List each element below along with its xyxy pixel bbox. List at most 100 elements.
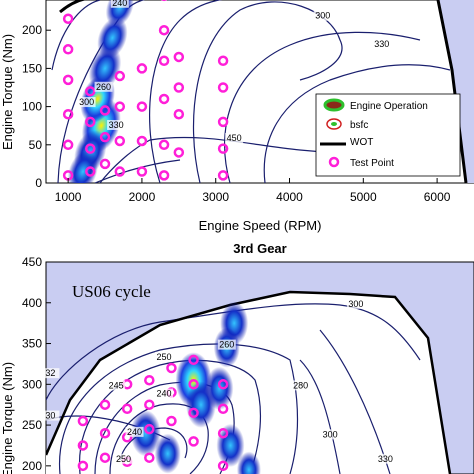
test-point-marker xyxy=(114,70,126,82)
test-point-marker xyxy=(62,13,74,24)
legend-label: WOT xyxy=(350,137,373,148)
contour-label-bg xyxy=(107,380,126,391)
contour-label-bg xyxy=(155,351,174,362)
test-point-marker xyxy=(99,105,111,116)
test-point-marker xyxy=(77,415,89,427)
contour-label-bg xyxy=(321,429,340,440)
test-point-marker xyxy=(99,427,111,439)
test-point-marker xyxy=(85,143,96,154)
test-point-marker xyxy=(217,143,229,154)
contour-label-bg xyxy=(346,298,365,309)
cycle-annotation: US06 cycle xyxy=(72,282,151,301)
contour-label: 330 xyxy=(374,39,389,49)
test-point-marker xyxy=(166,415,177,427)
legend-label: Test Point xyxy=(350,158,394,169)
test-point-marker xyxy=(114,166,126,177)
contour-label-bg xyxy=(110,0,129,8)
legend-item-wot: WOT xyxy=(320,137,373,148)
contour-label-bg xyxy=(313,10,332,21)
test-point-marker xyxy=(173,82,185,93)
test-point-marker xyxy=(99,131,111,143)
y-tick-label: 400 xyxy=(22,296,42,310)
contour-label: 260 xyxy=(219,340,234,350)
wot-curve xyxy=(46,290,452,474)
contour-label: 260 xyxy=(96,82,111,92)
contour-label: 240 xyxy=(157,389,172,399)
test-point-marker xyxy=(217,55,229,67)
y-tick-label: 150 xyxy=(22,61,42,75)
test-point-marker xyxy=(136,166,148,177)
test-point-marker xyxy=(99,158,111,170)
test-point-marker xyxy=(217,170,229,181)
contour-label-bg xyxy=(94,81,113,92)
chart-title: 3rd Gear xyxy=(233,241,286,256)
operation-density-blob xyxy=(216,423,245,468)
legend-label: bsfc xyxy=(350,120,368,131)
y-tick-label: 450 xyxy=(22,255,42,269)
contour-label: 300 xyxy=(315,11,330,21)
x-tick-label: 6000 xyxy=(424,190,451,204)
contour-label: 280 xyxy=(293,380,308,390)
contour-label-bg xyxy=(376,453,395,464)
y-tick-label: 250 xyxy=(22,418,42,432)
test-point-marker xyxy=(144,452,155,463)
x-tick-label: 4000 xyxy=(276,190,303,204)
test-point-marker xyxy=(136,63,148,74)
test-point-marker xyxy=(188,407,199,419)
contour-label: 330 xyxy=(378,454,393,464)
test-point-marker xyxy=(217,403,229,415)
test-point-marker xyxy=(217,460,229,472)
y-tick-label: 200 xyxy=(22,459,42,473)
x-axis-ticks: 1000 2000 3000 4000 5000 6000 xyxy=(55,178,451,204)
y-axis-ticks: 050100150200250 xyxy=(22,23,51,190)
contour-label-bg xyxy=(114,453,133,464)
contour-label: 450 xyxy=(227,133,242,143)
test-point-marker xyxy=(188,354,199,366)
contour-label: 245 xyxy=(109,380,124,390)
contour-label: 32 xyxy=(45,368,55,378)
test-point-marker xyxy=(121,403,133,415)
contour-label: 300 xyxy=(323,429,338,439)
operation-density-blob xyxy=(154,433,181,474)
contour-labels: 300 260 250 280 245 240 240 250 300 330 32 30 xyxy=(41,298,395,464)
test-point-marker xyxy=(114,101,126,112)
contour-label: 300 xyxy=(348,299,363,309)
y-tick-label: 0 xyxy=(35,176,42,190)
test-point-marker xyxy=(62,139,74,151)
green-ellipse-icon xyxy=(323,98,345,112)
test-points xyxy=(62,0,229,181)
test-point-marker xyxy=(217,379,229,390)
test-point-marker xyxy=(136,101,148,112)
contour-label: 240 xyxy=(112,0,127,8)
operation-density-blob xyxy=(205,366,234,410)
test-point-marker xyxy=(144,399,155,410)
legend: Engine Operation bsfc WOT Test Point xyxy=(315,93,461,177)
contour-label-bg xyxy=(41,410,60,421)
contour-label-bg xyxy=(107,119,126,130)
test-point-marker xyxy=(158,93,170,105)
x-tick-label: 3000 xyxy=(202,190,229,204)
contour-label-bg xyxy=(77,97,96,108)
bottom-plot: 3rd Gear 3002602502802452402402503003303… xyxy=(0,241,474,474)
contour-label: 240 xyxy=(127,427,142,437)
test-point-marker xyxy=(144,374,155,386)
test-point-marker xyxy=(217,427,229,439)
x-tick-label: 1000 xyxy=(55,190,82,204)
contour-label-bg xyxy=(217,339,236,350)
test-point-marker xyxy=(188,379,199,390)
contour-label-bg xyxy=(125,426,144,437)
legend-item-bsfc: bsfc xyxy=(326,118,368,131)
test-point-marker xyxy=(158,139,170,151)
y-tick-label: 300 xyxy=(22,377,42,391)
legend-item-engine-operation: Engine Operation xyxy=(323,98,428,112)
test-point-marker xyxy=(217,82,229,93)
x-axis-label: Engine Speed (RPM) xyxy=(199,218,322,233)
test-point-marker xyxy=(85,86,96,97)
contour-label-bg xyxy=(291,380,310,391)
contour-label-bg xyxy=(41,368,60,379)
test-point-marker xyxy=(99,452,111,463)
legend-item-test-point: Test Point xyxy=(328,156,394,169)
test-point-marker xyxy=(158,24,170,36)
test-point-marker xyxy=(62,74,74,86)
